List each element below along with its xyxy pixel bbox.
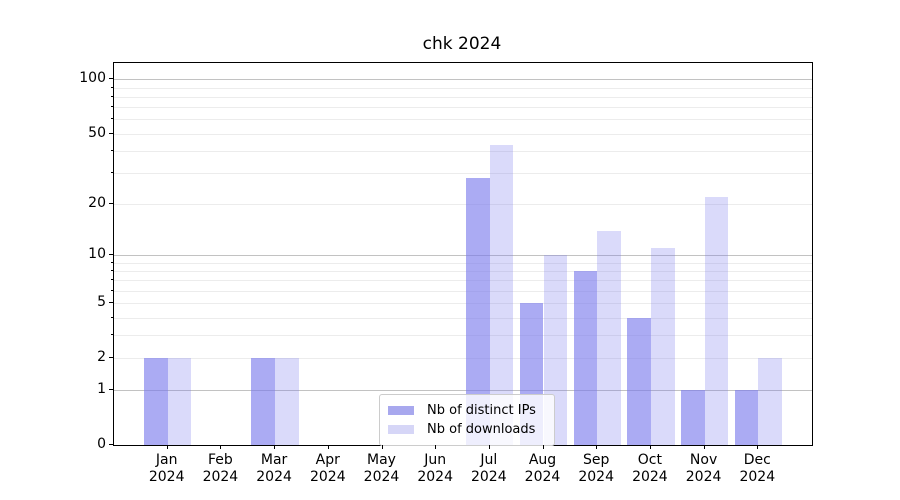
bar-distinct-ips: [680, 390, 705, 445]
y-minor-tick-mark: [111, 86, 113, 88]
gridline-minor: [114, 303, 812, 305]
plot-area: Nb of distinct IPs Nb of downloads: [113, 62, 813, 446]
x-tick-label: Apr 2024: [309, 452, 346, 485]
legend: Nb of distinct IPs Nb of downloads: [379, 394, 555, 446]
gridline-minor: [114, 317, 812, 319]
y-tick-label: 50: [88, 124, 106, 141]
gridline-minor: [114, 107, 812, 109]
y-tick-mark: [109, 78, 113, 80]
bar-downloads: [489, 145, 514, 445]
gridline-minor: [114, 358, 812, 359]
x-tick-label: Nov 2024: [685, 452, 722, 485]
gridline-major: [114, 390, 812, 392]
gridline-minor: [114, 203, 812, 205]
gridline-minor: [114, 280, 812, 282]
y-tick-mark: [109, 254, 113, 255]
legend-swatch-downloads: [388, 425, 414, 434]
chart-title: chk 2024: [422, 34, 502, 54]
x-tick-mark: [166, 445, 168, 449]
y-tick-label: 0: [97, 436, 106, 452]
y-tick-label: 10: [88, 246, 106, 263]
gridline-minor: [114, 119, 812, 121]
legend-item-distinct-ips: Nb of distinct IPs: [388, 401, 545, 420]
gridline-major: [114, 255, 812, 256]
y-tick-label: 100: [79, 70, 106, 87]
x-tick-mark: [596, 445, 598, 449]
legend-item-downloads: Nb of downloads: [388, 420, 545, 439]
gridline-minor: [114, 150, 812, 152]
y-minor-tick-mark: [111, 132, 113, 134]
y-tick-label: 1: [97, 381, 106, 398]
x-tick-mark: [220, 445, 222, 449]
bar-distinct-ips: [466, 178, 490, 445]
x-tick-label: Mar 2024: [256, 452, 292, 485]
x-tick-label: May 2024: [363, 452, 400, 485]
bar-downloads: [167, 358, 192, 445]
x-tick-mark: [327, 445, 329, 449]
bar-downloads: [758, 358, 782, 445]
x-tick-mark: [542, 445, 544, 449]
y-minor-tick-mark: [111, 279, 113, 281]
y-minor-tick-mark: [111, 302, 113, 304]
x-tick-mark: [274, 445, 276, 449]
x-tick-label: Oct 2024: [632, 452, 668, 485]
gridline-minor: [114, 262, 812, 264]
y-minor-tick-mark: [111, 289, 113, 291]
gridline-minor: [114, 173, 812, 174]
x-tick-label: Jun 2024: [417, 452, 453, 485]
y-tick-label: 20: [88, 194, 106, 211]
bar-distinct-ips: [627, 317, 651, 445]
x-tick-label: Dec 2024: [739, 452, 776, 485]
legend-label-downloads: Nb of downloads: [427, 421, 536, 437]
gridline-minor: [114, 87, 812, 89]
bar-downloads: [704, 196, 729, 445]
y-minor-tick-mark: [111, 334, 113, 336]
x-tick-label: Jan 2024: [148, 452, 185, 485]
bar-downloads: [597, 230, 621, 445]
legend-label-distinct-ips: Nb of distinct IPs: [427, 402, 536, 418]
y-minor-tick-mark: [111, 202, 113, 204]
y-tick-label: 5: [97, 294, 106, 311]
x-tick-mark: [488, 445, 490, 449]
gridline-major: [114, 79, 812, 81]
y-minor-tick-mark: [111, 95, 113, 97]
bar-distinct-ips: [144, 358, 168, 445]
y-minor-tick-mark: [111, 149, 113, 151]
bar-downloads: [650, 248, 675, 445]
gridline-minor: [114, 290, 812, 292]
x-tick-label: Jul 2024: [470, 452, 507, 485]
x-tick-mark: [381, 445, 383, 449]
x-tick-mark: [435, 445, 437, 449]
gridline-minor: [114, 335, 812, 337]
bar-downloads: [275, 358, 299, 445]
y-minor-tick-mark: [111, 316, 113, 318]
legend-swatch-distinct-ips: [388, 406, 414, 415]
y-minor-tick-mark: [111, 357, 113, 358]
bar-distinct-ips: [251, 358, 276, 445]
x-tick-label: Feb 2024: [202, 452, 239, 485]
x-tick-mark: [703, 445, 705, 449]
bar-distinct-ips: [573, 270, 598, 445]
y-minor-tick-mark: [111, 269, 113, 271]
x-tick-label: Aug 2024: [524, 452, 561, 485]
gridline-minor: [114, 270, 812, 272]
y-tick-mark: [109, 444, 113, 445]
y-tick-mark: [109, 389, 113, 391]
y-tick-label: 2: [97, 348, 106, 365]
y-minor-tick-mark: [111, 106, 113, 108]
x-tick-label: Sep 2024: [578, 452, 614, 485]
y-minor-tick-mark: [111, 172, 113, 173]
y-minor-tick-mark: [111, 118, 113, 120]
y-minor-tick-mark: [111, 261, 113, 263]
x-tick-mark: [757, 445, 759, 449]
gridline-minor: [114, 96, 812, 98]
bar-distinct-ips: [734, 390, 759, 445]
gridline-minor: [114, 133, 812, 135]
x-tick-mark: [649, 445, 651, 449]
